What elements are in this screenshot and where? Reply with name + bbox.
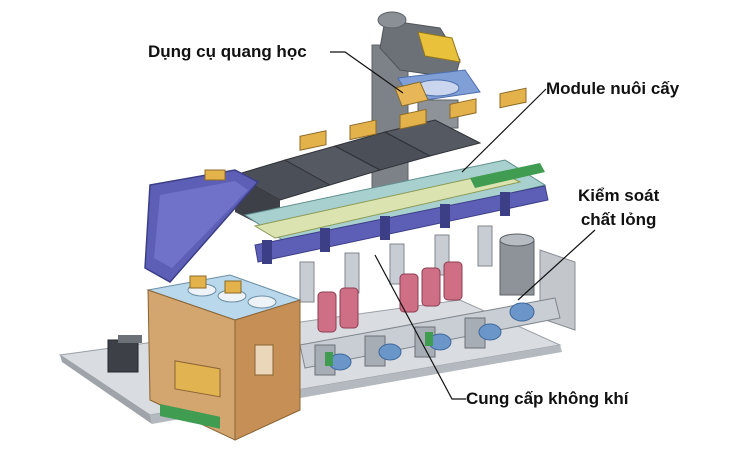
side-motor — [107, 335, 142, 373]
fluid-columns — [299, 225, 493, 303]
culture-module-label: Module nuôi cấy — [546, 79, 680, 98]
air-leader — [374, 254, 466, 400]
fluid-control-label-line2: chất lỏng — [580, 210, 657, 229]
optics-label: Dụng cụ quang học — [148, 42, 307, 61]
fluid-control-label-line1: Kiểm soát — [578, 186, 660, 205]
reservoir — [499, 233, 535, 296]
fluid-leader — [517, 229, 596, 301]
air-supply-label: Cung cấp không khí — [466, 389, 629, 408]
purple-lid — [144, 169, 260, 283]
optics-leader — [330, 51, 404, 94]
fluid-control-label: Kiểm soát chất lỏng — [578, 184, 659, 232]
pump-row — [299, 297, 561, 376]
pink-bottles — [317, 261, 463, 333]
culture-modules — [243, 87, 549, 264]
module-leader — [461, 88, 547, 173]
microscope — [371, 11, 481, 196]
base-plate-left-side — [60, 355, 152, 424]
left-cabinet — [146, 274, 302, 441]
callout-lines — [330, 51, 596, 400]
eyepiece-window — [417, 31, 461, 63]
